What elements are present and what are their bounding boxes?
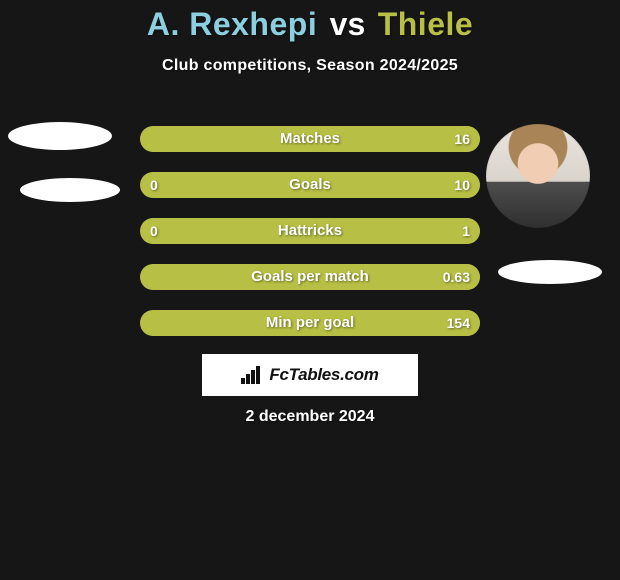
player1-name: A. Rexhepi: [147, 6, 317, 42]
bar-chart-icon: [241, 366, 263, 384]
stat-row: 154Min per goal: [140, 310, 480, 336]
footer-date: 2 december 2024: [0, 408, 620, 426]
player2-name: Thiele: [378, 6, 473, 42]
stat-row: 010Goals: [140, 172, 480, 198]
stat-row: 16Matches: [140, 126, 480, 152]
watermark[interactable]: FcTables.com: [202, 354, 418, 396]
stat-label: Goals: [140, 172, 480, 198]
stat-label: Hattricks: [140, 218, 480, 244]
stat-row: 0.63Goals per match: [140, 264, 480, 290]
stat-row: 01Hattricks: [140, 218, 480, 244]
comparison-card: A. Rexhepi vs Thiele Club competitions, …: [0, 0, 620, 580]
title-row: A. Rexhepi vs Thiele: [0, 0, 620, 43]
subtitle: Club competitions, Season 2024/2025: [0, 57, 620, 75]
stat-label: Matches: [140, 126, 480, 152]
stats-panel: 16Matches 010Goals 01Hattricks 0.63Goals pe…: [140, 126, 480, 356]
player2-avatar: [486, 124, 590, 228]
player1-shape-1: [8, 122, 112, 150]
stat-label: Goals per match: [140, 264, 480, 290]
player2-shape-pill: [498, 260, 602, 284]
stat-label: Min per goal: [140, 310, 480, 336]
player1-shape-2: [20, 178, 120, 202]
vs-label: vs: [330, 6, 366, 42]
watermark-text: FcTables.com: [269, 365, 378, 385]
